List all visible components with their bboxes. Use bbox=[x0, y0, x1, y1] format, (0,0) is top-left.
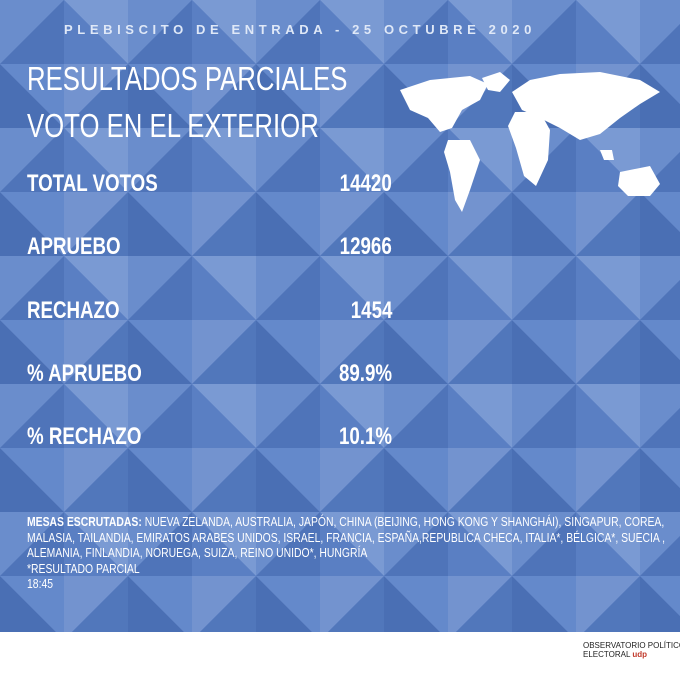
stat-value: 12966 bbox=[339, 233, 392, 261]
footnote-body: MESAS ESCRUTADAS: NUEVA ZELANDA, AUSTRAL… bbox=[27, 514, 667, 592]
logo-brand: udp bbox=[632, 650, 648, 659]
stat-value: 89.9% bbox=[338, 359, 392, 387]
stat-value: 14420 bbox=[339, 170, 392, 197]
stat-label: RECHAZO bbox=[27, 296, 120, 324]
footnote-time: 18:45 bbox=[27, 576, 54, 591]
stat-value: 1454 bbox=[350, 296, 392, 324]
title-line: VOTO EN EL EXTERIOR bbox=[27, 107, 319, 144]
footnote-note: *RESULTADO PARCIAL bbox=[27, 560, 140, 576]
footnote-label: MESAS ESCRUTADAS: bbox=[27, 514, 142, 529]
logo-line: OBSERVATORIO POLÍTICO bbox=[583, 641, 680, 650]
stat-label: % RECHAZO bbox=[27, 423, 142, 451]
footer-strip bbox=[0, 632, 680, 680]
footnote: MESAS ESCRUTADAS: NUEVA ZELANDA, AUSTRAL… bbox=[27, 514, 667, 592]
stat-label: TOTAL VOTOS bbox=[27, 170, 158, 197]
kicker: PLEBISCITO DE ENTRADA - 25 OCTUBRE 2020 bbox=[64, 22, 536, 37]
stat-label: % APRUEBO bbox=[27, 359, 142, 387]
logo-text: ELECTORAL bbox=[583, 650, 631, 659]
title-line: RESULTADOS PARCIALES bbox=[27, 60, 348, 97]
logo: OBSERVATORIO POLÍTICO ELECTORAL udp bbox=[583, 641, 680, 659]
world-map bbox=[400, 72, 660, 212]
stat-label: APRUEBO bbox=[27, 233, 121, 261]
logo-line: ELECTORAL udp bbox=[583, 650, 680, 659]
stat-value: 10.1% bbox=[338, 423, 392, 451]
footnote-text: NUEVA ZELANDA, AUSTRALIA, JAPÓN, CHINA (… bbox=[27, 514, 666, 560]
